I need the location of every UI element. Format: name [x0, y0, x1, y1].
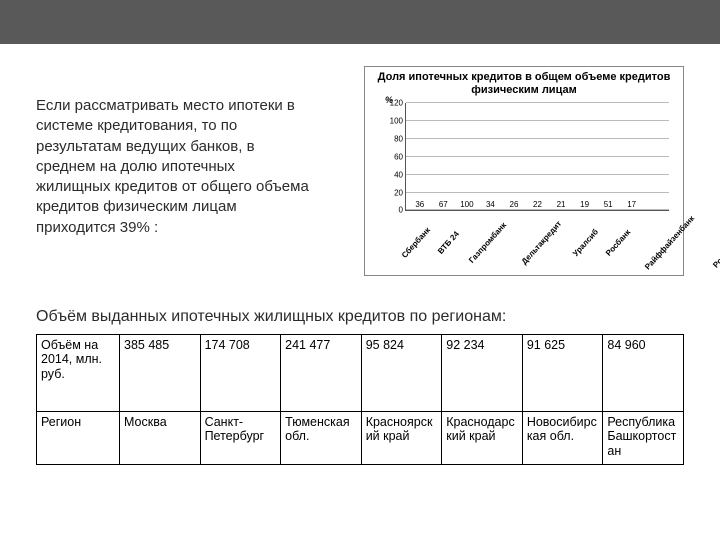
x-tick-label: Райффайзенбанк — [643, 214, 689, 266]
table-cell: 385 485 — [120, 335, 201, 412]
x-tick-label: Дельтакредит — [520, 220, 557, 261]
table-title: Объём выданных ипотечных жилищных кредит… — [36, 308, 684, 326]
x-tick-label: Россельхозбанк — [711, 216, 720, 264]
bar-value-label: 19 — [580, 200, 589, 209]
table-cell: Регион — [37, 412, 120, 465]
gridline — [406, 120, 669, 121]
bar-value-label: 100 — [460, 200, 473, 209]
table-cell: Новосибирская обл. — [522, 412, 603, 465]
bar-value-label: 26 — [510, 200, 519, 209]
x-tick-label: Газпромбанк — [467, 221, 501, 259]
table-cell: Красноярский край — [361, 412, 442, 465]
bar-value-label: 34 — [486, 200, 495, 209]
y-tick: 20 — [394, 188, 403, 197]
gridline — [406, 102, 669, 103]
table-row: РегионМоскваСанкт-ПетербургТюменская обл… — [37, 412, 684, 465]
table-cell: Москва — [120, 412, 201, 465]
x-tick-label: Сбербанк — [400, 226, 426, 254]
bar-value-label: 17 — [627, 200, 636, 209]
y-tick: 120 — [390, 99, 403, 108]
gridline — [406, 209, 669, 210]
bar-value-label: 36 — [415, 200, 424, 209]
x-tick-label: Уралсиб — [571, 228, 593, 253]
table-cell: 95 824 — [361, 335, 442, 412]
gridline — [406, 192, 669, 193]
y-tick: 60 — [394, 152, 403, 161]
slide-content: Если рассматривать место ипотеки в систе… — [0, 44, 720, 465]
table-cell: Республика Башкортостан — [603, 412, 684, 465]
table-cell: 92 234 — [442, 335, 523, 412]
gridline — [406, 174, 669, 175]
y-tick: 100 — [390, 117, 403, 126]
plot-region: 366710034262221195117 020406080100120 — [405, 103, 669, 211]
bar-value-label: 21 — [557, 200, 566, 209]
upper-row: Если рассматривать место ипотеки в систе… — [36, 60, 684, 276]
top-bar — [0, 0, 720, 44]
table-cell: 91 625 — [522, 335, 603, 412]
table-cell: Краснодарский край — [442, 412, 523, 465]
chart-title: Доля ипотечных кредитов в общем объеме к… — [373, 71, 675, 97]
regions-table: Объём на 2014, млн. руб.385 485174 70824… — [36, 334, 684, 465]
y-tick: 80 — [394, 135, 403, 144]
bar-value-label: 67 — [439, 200, 448, 209]
table-cell: Тюменская обл. — [281, 412, 362, 465]
x-tick-label: Росбанк — [604, 228, 626, 252]
y-tick: 0 — [399, 206, 403, 215]
table-cell: Санкт-Петербург — [200, 412, 281, 465]
bar-value-label: 51 — [604, 200, 613, 209]
y-tick: 40 — [394, 170, 403, 179]
table-cell: 84 960 — [603, 335, 684, 412]
x-tick-label: ВТБ 24 — [436, 230, 454, 250]
gridline — [406, 156, 669, 157]
bar-chart: Доля ипотечных кредитов в общем объеме к… — [364, 66, 684, 276]
bar-value-label: 22 — [533, 200, 542, 209]
table-cell: 241 477 — [281, 335, 362, 412]
table-cell: Объём на 2014, млн. руб. — [37, 335, 120, 412]
table-row: Объём на 2014, млн. руб.385 485174 70824… — [37, 335, 684, 412]
chart-area: % 366710034262221195117 020406080100120 … — [373, 99, 675, 211]
gridline — [406, 138, 669, 139]
paragraph: Если рассматривать место ипотеки в систе… — [36, 60, 311, 276]
table-cell: 174 708 — [200, 335, 281, 412]
